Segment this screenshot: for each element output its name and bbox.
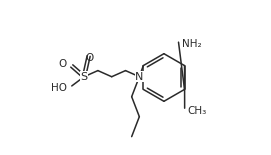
Text: HO: HO [51, 83, 67, 93]
Text: O: O [59, 59, 67, 69]
Text: S: S [80, 72, 88, 82]
Text: N: N [135, 72, 144, 82]
Text: CH₃: CH₃ [188, 106, 207, 115]
Text: NH₂: NH₂ [182, 39, 201, 49]
Text: O: O [85, 53, 93, 63]
